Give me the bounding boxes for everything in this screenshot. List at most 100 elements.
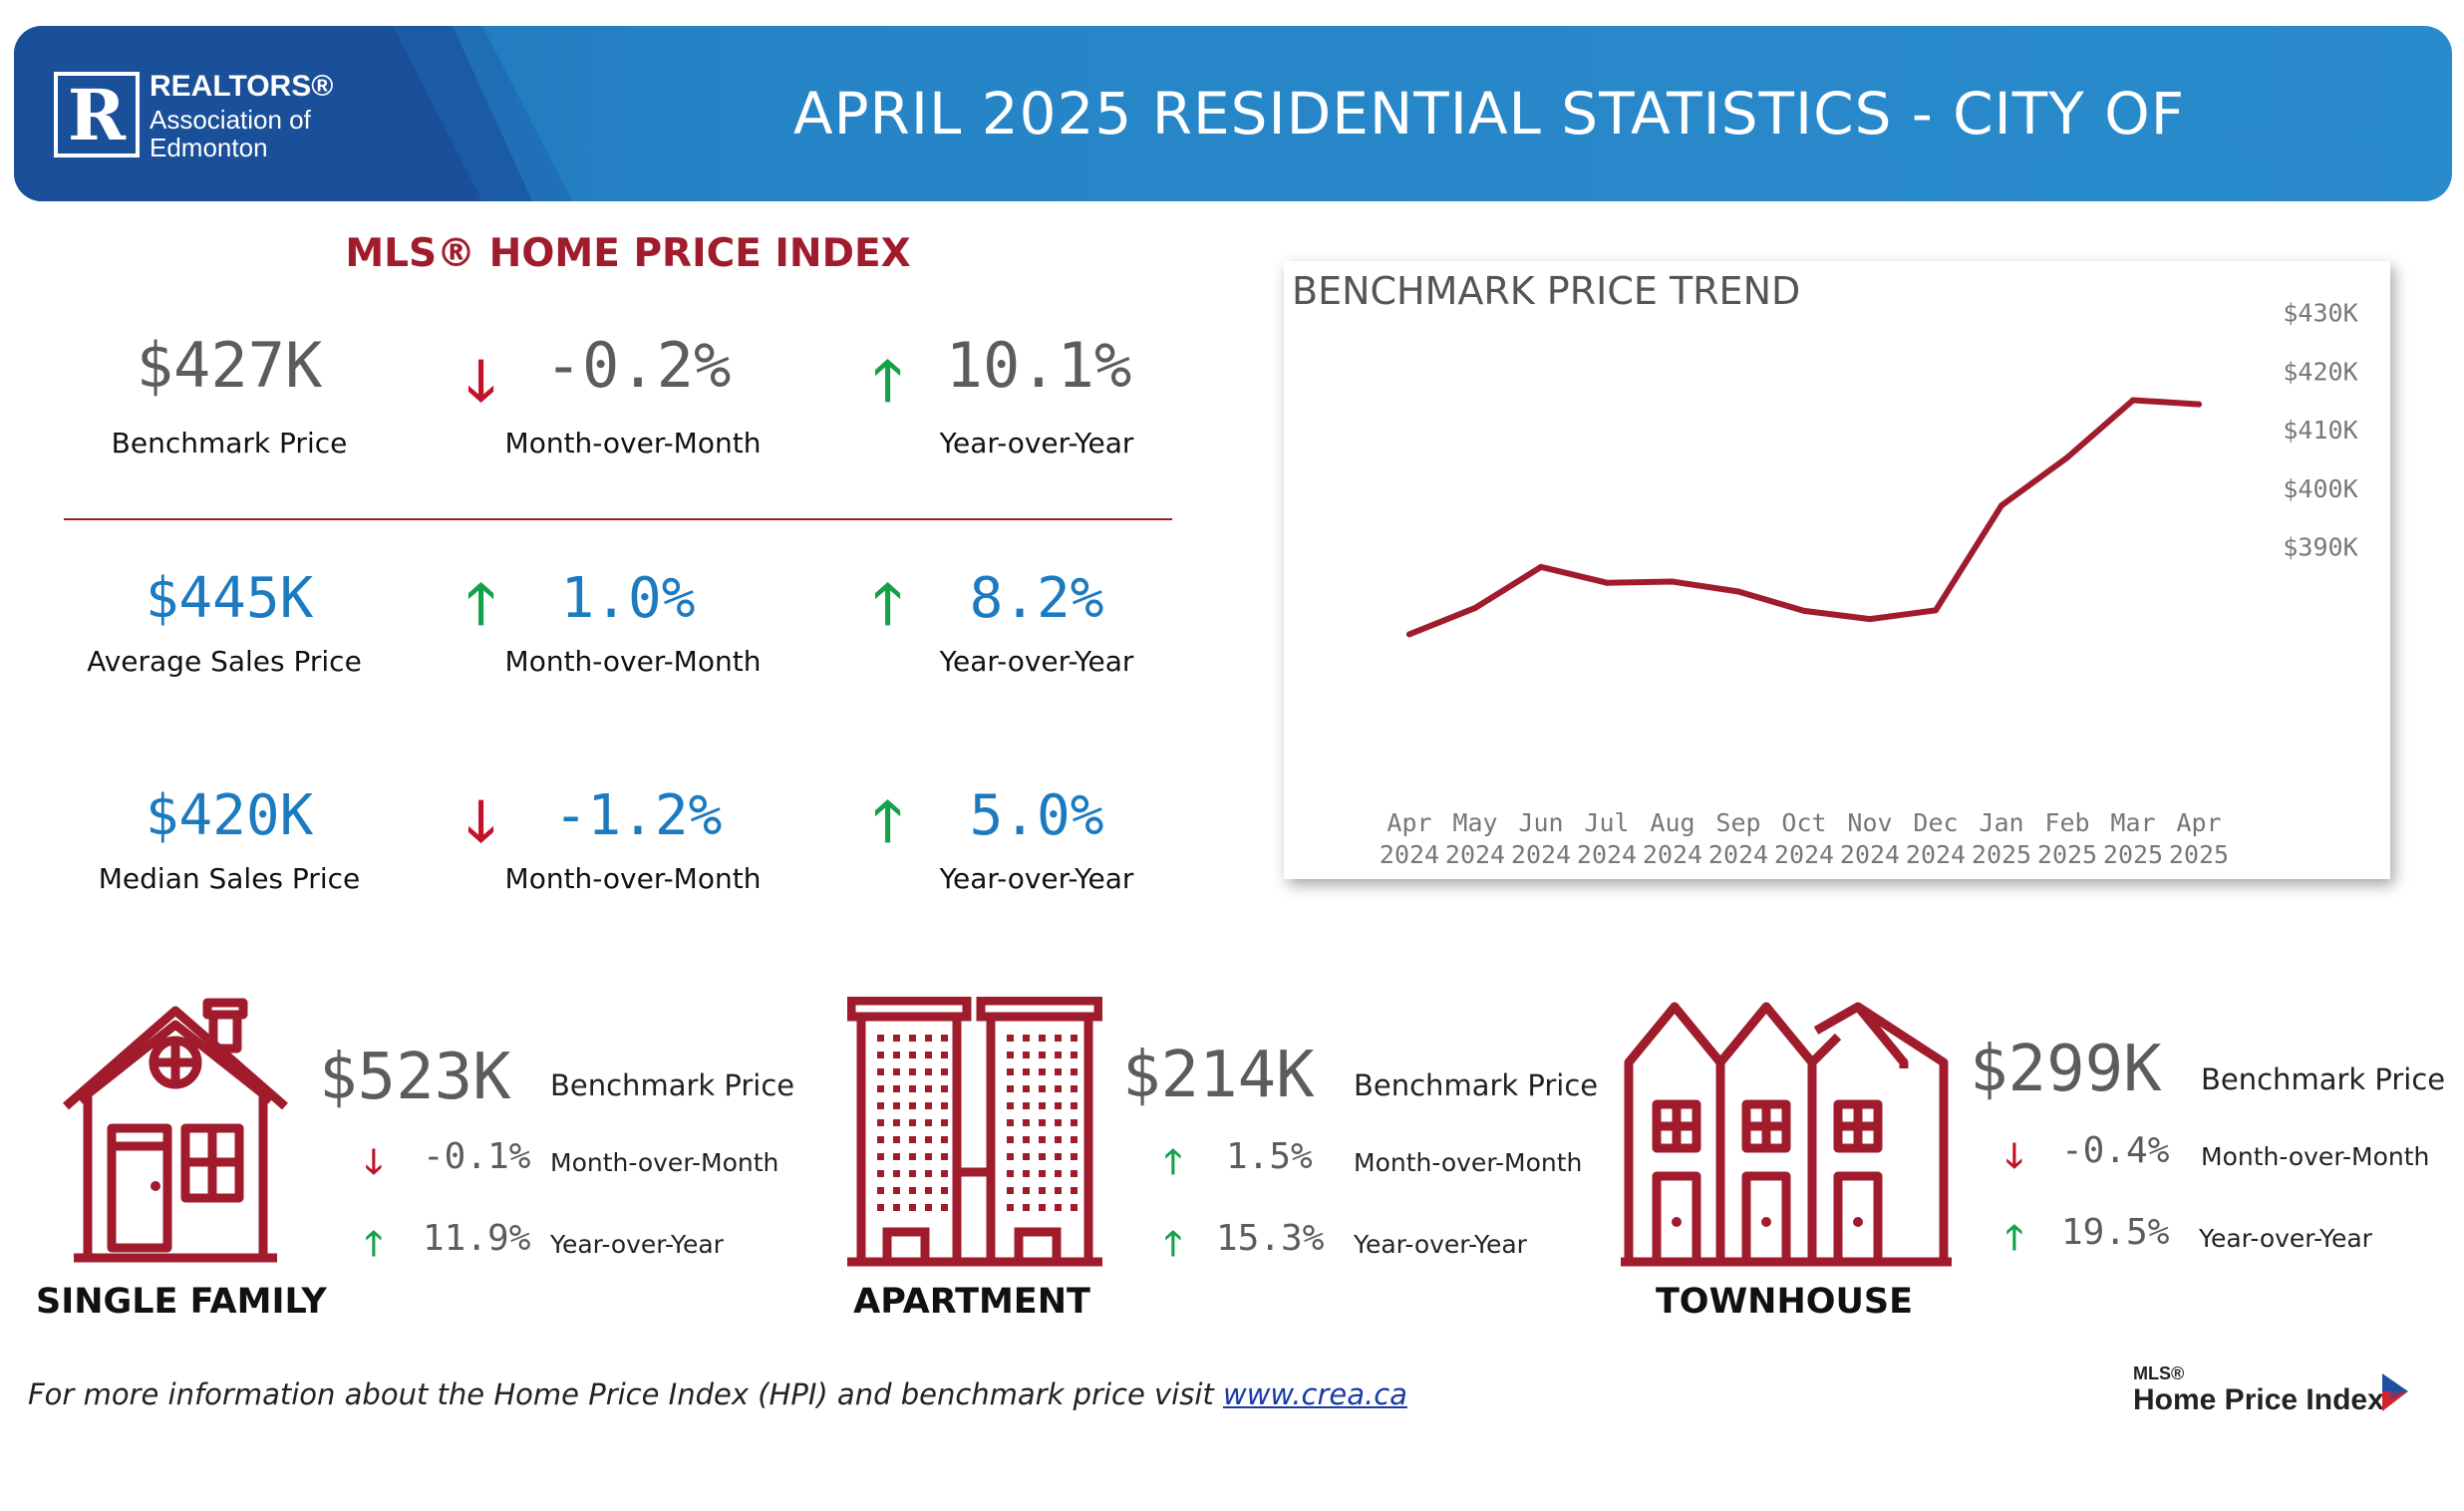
single-family-label: Benchmark Price [550, 1068, 795, 1102]
data-point [1999, 502, 2004, 509]
single-family-yoy: 11.9% [423, 1218, 531, 1259]
apartment-mom: 1.5% [1226, 1136, 1313, 1177]
apartment-value: $214K [1122, 1039, 1315, 1112]
x-tick-label: 2024 [1380, 840, 1439, 869]
x-tick-label: Apr [2176, 808, 2221, 837]
x-tick-label: Jun [1518, 808, 1563, 837]
x-tick-label: 2024 [1445, 840, 1505, 869]
y-tick-label: $420K [2283, 357, 2357, 386]
x-tick-label: 2024 [1511, 840, 1571, 869]
average-price-value: $445K [145, 566, 314, 631]
x-tick-label: 2025 [2103, 840, 2163, 869]
arrow-up-icon: 🡑 [365, 1224, 383, 1264]
apartment-building-icon [847, 997, 1102, 1267]
data-point [1472, 604, 1478, 611]
average-yoy-value: 8.2% [969, 566, 1104, 631]
crea-link[interactable]: www.crea.ca [1222, 1377, 1407, 1411]
realtors-logo-icon: R [54, 72, 140, 157]
x-tick-label: 2024 [1708, 840, 1768, 869]
x-tick-label: Oct [1781, 808, 1826, 837]
x-tick-label: 2024 [1774, 840, 1834, 869]
single-family-title: SINGLE FAMILY [36, 1282, 327, 1322]
page-title: APRIL 2025 RESIDENTIAL STATISTICS - CITY… [792, 80, 2186, 148]
x-tick-label: May [1452, 808, 1497, 837]
median-price-value: $420K [145, 783, 314, 848]
x-tick-label: 2024 [1577, 840, 1637, 869]
townhouse-label: Benchmark Price [2201, 1062, 2446, 1096]
single-family-yoy-label: Year-over-Year [550, 1230, 724, 1259]
data-point [1670, 578, 1676, 585]
median-mom-value: -1.2% [553, 783, 723, 848]
median-yoy-label: Year-over-Year [939, 862, 1134, 895]
single-family-mom: -0.1% [423, 1136, 531, 1177]
single-family-value: $523K [319, 1041, 511, 1114]
apartment-title: APARTMENT [853, 1282, 1090, 1322]
benchmark-trend-chart [1284, 261, 2390, 879]
logo-org: Association of Edmonton [150, 105, 311, 162]
arrow-up-icon: 🡑 [873, 789, 903, 854]
x-tick-label: 2025 [2169, 840, 2229, 869]
townhouse-yoy-label: Year-over-Year [2199, 1224, 2372, 1253]
average-price-label: Average Sales Price [87, 645, 362, 678]
hpi-logo-mls: MLS® [2133, 1363, 2185, 1383]
x-tick-label: Jul [1584, 808, 1629, 837]
benchmark-price-line [1406, 397, 2202, 638]
data-point [1538, 563, 1544, 570]
data-point [2064, 454, 2070, 461]
arrow-up-icon: 🡑 [2005, 1218, 2023, 1258]
x-tick-label: 2024 [1643, 840, 1702, 869]
hpi-logo-text: Home Price Index [2133, 1383, 2384, 1416]
data-point [1406, 631, 1412, 638]
arrow-up-icon: 🡑 [873, 572, 903, 637]
data-point [1867, 616, 1873, 623]
apartment-yoy: 15.3% [1216, 1218, 1325, 1259]
median-mom-label: Month-over-Month [504, 862, 762, 895]
average-yoy-label: Year-over-Year [939, 645, 1134, 678]
single-family-mom-label: Month-over-Month [550, 1148, 779, 1177]
hpi-logo-icon [2382, 1373, 2408, 1411]
header-banner: R REALTORS® Association of Edmonton APRI… [14, 26, 2452, 201]
x-tick-label: Nov [1847, 808, 1892, 837]
benchmark-price-label: Benchmark Price [111, 427, 348, 459]
data-point [2130, 397, 2136, 404]
average-mom-value: 1.0% [560, 566, 696, 631]
x-tick-label: Dec [1913, 808, 1958, 837]
y-tick-label: $430K [2283, 299, 2357, 328]
benchmark-mom-label: Month-over-Month [504, 427, 762, 459]
benchmark-mom-value: -0.2% [544, 329, 732, 402]
y-tick-label: $390K [2283, 533, 2357, 562]
section-divider [64, 518, 1172, 520]
x-tick-label: 2024 [1840, 840, 1900, 869]
chart-plot: $390K $400K $410K $420K $430K Apr 2024 May 2024 J… [1380, 299, 2358, 869]
arrow-up-icon: 🡑 [466, 572, 496, 637]
arrow-down-icon: 🡓 [2005, 1136, 2023, 1176]
x-tick-label: Aug [1650, 808, 1694, 837]
chart-title: BENCHMARK PRICE TREND [1292, 269, 1801, 313]
average-mom-label: Month-over-Month [504, 645, 762, 678]
apartment-yoy-label: Year-over-Year [1354, 1230, 1527, 1259]
arrow-up-icon: 🡑 [1164, 1142, 1182, 1182]
x-tick-label: 2024 [1906, 840, 1966, 869]
median-yoy-value: 5.0% [969, 783, 1104, 848]
footer-note-text: For more information about the Home Pric… [28, 1377, 1223, 1411]
townhouse-mom-label: Month-over-Month [2201, 1142, 2430, 1171]
x-tick-label: 2025 [1972, 840, 2031, 869]
data-point [1735, 588, 1741, 595]
y-tick-label: $410K [2283, 416, 2357, 445]
apartment-label: Benchmark Price [1354, 1068, 1599, 1102]
logo-brand: REALTORS® [150, 70, 334, 103]
data-point [2196, 401, 2202, 408]
footer-note: For more information about the Home Pric… [28, 1377, 1407, 1411]
x-tick-label: 2025 [2037, 840, 2097, 869]
y-tick-label: $400K [2283, 474, 2357, 503]
apartment-mom-label: Month-over-Month [1354, 1148, 1583, 1177]
townhouse-mom: -0.4% [2061, 1130, 2170, 1171]
x-tick-label: Feb [2044, 808, 2089, 837]
arrow-up-icon: 🡑 [1164, 1224, 1182, 1264]
data-point [1604, 579, 1610, 586]
x-tick-label: Sep [1715, 808, 1760, 837]
townhouse-icon [1621, 1002, 1952, 1267]
benchmark-yoy-label: Year-over-Year [939, 427, 1134, 459]
hpi-section-title: MLS® HOME PRICE INDEX [345, 231, 911, 276]
arrow-down-icon: 🡓 [365, 1142, 383, 1182]
